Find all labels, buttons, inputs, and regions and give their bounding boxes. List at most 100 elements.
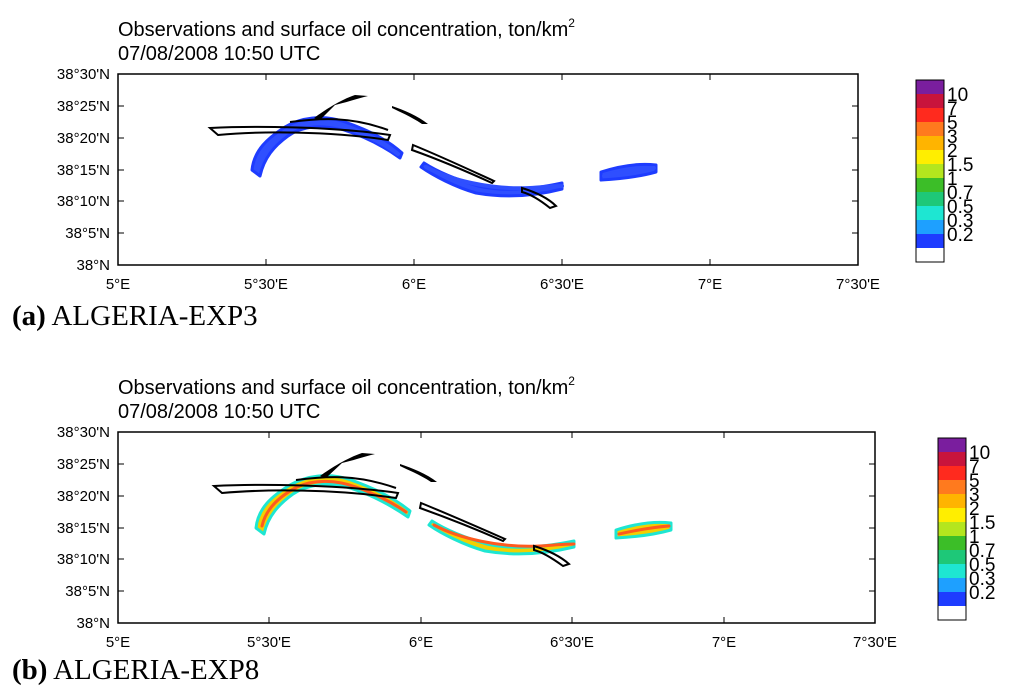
legend-swatch bbox=[938, 438, 966, 452]
legend-label: 1 bbox=[947, 169, 958, 190]
legend-label: 7 bbox=[969, 457, 980, 478]
x-tick-label: 7°30'E bbox=[836, 276, 880, 293]
oil-map-b: Observations and surface oil concentrati… bbox=[57, 374, 996, 651]
y-tick-label: 38°25'N bbox=[57, 456, 110, 473]
legend-swatch bbox=[916, 178, 944, 192]
y-tick-label: 38°20'N bbox=[57, 130, 110, 147]
map-frame-b bbox=[117, 431, 876, 624]
observation-ridge bbox=[320, 453, 375, 478]
legend-label: 0.2 bbox=[969, 583, 995, 604]
observation-contour bbox=[207, 125, 392, 142]
legend-swatch bbox=[916, 136, 944, 150]
observation-ridge bbox=[392, 106, 428, 124]
legend-label: 5 bbox=[969, 471, 980, 492]
legend-label: 7 bbox=[947, 99, 958, 120]
y-tick-label: 38°N bbox=[76, 257, 110, 274]
legend-swatch bbox=[938, 452, 966, 466]
map-frame-a bbox=[117, 73, 859, 266]
color-legend-a: 10 7 5 3 2 1.5 1 0.7 0.5 0.3 0.2 bbox=[915, 79, 973, 263]
legend-label: 10 bbox=[947, 85, 968, 106]
x-tick-label: 7°30'E bbox=[853, 634, 897, 651]
x-tick-label: 5°E bbox=[106, 276, 130, 293]
oil-slick-simulated-b bbox=[254, 474, 673, 556]
observation-ridge bbox=[400, 464, 437, 482]
legend-swatch bbox=[938, 508, 966, 522]
observation-ridge bbox=[314, 95, 368, 120]
observation-contour bbox=[533, 544, 571, 568]
map-panel-a: Observations and surface oil concentrati… bbox=[12, 16, 974, 332]
legend-label: 2 bbox=[947, 141, 958, 162]
y-tick-label: 38°15'N bbox=[57, 162, 110, 179]
map-timestamp-b: 07/08/2008 10:50 UTC bbox=[118, 401, 320, 423]
legend-label: 1 bbox=[969, 527, 980, 548]
slick-core-central bbox=[432, 523, 576, 548]
x-tick-label: 6°E bbox=[402, 276, 426, 293]
legend-swatch bbox=[938, 494, 966, 508]
legend-swatch bbox=[916, 192, 944, 206]
legend-label: 0.2 bbox=[947, 225, 973, 246]
legend-swatch bbox=[938, 536, 966, 550]
x-tick-label: 5°E bbox=[106, 634, 130, 651]
legend-swatch bbox=[916, 122, 944, 136]
legend-swatch bbox=[916, 150, 944, 164]
caption-a: (a) ALGERIA-EXP3 bbox=[12, 300, 258, 332]
y-tick-label: 38°10'N bbox=[57, 551, 110, 568]
y-tick-label: 38°10'N bbox=[57, 193, 110, 210]
legend-label: 0.3 bbox=[969, 569, 995, 590]
y-ticks-a bbox=[118, 73, 858, 266]
legend-label: 5 bbox=[947, 113, 958, 134]
satellite-observations-b bbox=[211, 453, 571, 568]
map-panel-b: Observations and surface oil concentrati… bbox=[0, 358, 1029, 700]
observation-contour bbox=[418, 501, 507, 543]
x-ticks-b bbox=[117, 432, 876, 623]
legend-swatch bbox=[938, 522, 966, 536]
legend-swatch bbox=[916, 234, 944, 248]
legend-swatch bbox=[916, 164, 944, 178]
legend-swatch bbox=[916, 206, 944, 220]
legend-frame bbox=[915, 79, 945, 263]
slick-core-east bbox=[602, 166, 656, 178]
y-ticks-b bbox=[118, 431, 875, 624]
legend-swatch bbox=[916, 108, 944, 122]
x-tick-label: 5°30'E bbox=[247, 634, 291, 651]
legend-label: 1.5 bbox=[969, 513, 995, 534]
legend-label: 10 bbox=[969, 443, 990, 464]
color-legend-b: 10 7 5 3 2 1.5 1 0.7 0.5 0.3 0.2 bbox=[937, 437, 995, 621]
legend-swatch bbox=[938, 592, 966, 606]
legend-label: 0.7 bbox=[947, 183, 973, 204]
x-tick-label: 7°E bbox=[712, 634, 736, 651]
satellite-observations-a bbox=[207, 95, 558, 210]
y-tick-label: 38°5'N bbox=[65, 583, 110, 600]
caption-b: (b) ALGERIA-EXP8 bbox=[12, 654, 260, 686]
slick-core-east bbox=[617, 524, 671, 536]
y-tick-label: 38°15'N bbox=[57, 520, 110, 537]
y-tick-label: 38°N bbox=[76, 615, 110, 632]
slick-core-central bbox=[424, 165, 564, 191]
y-tick-label: 38°25'N bbox=[57, 98, 110, 115]
legend-label: 1.5 bbox=[947, 155, 973, 176]
observation-contour bbox=[295, 476, 397, 489]
y-tick-label: 38°5'N bbox=[65, 225, 110, 242]
oil-map-a: Observations and surface oil concentrati… bbox=[57, 16, 974, 293]
legend-label: 3 bbox=[969, 485, 980, 506]
legend-label: 2 bbox=[969, 499, 980, 520]
legend-label: 3 bbox=[947, 127, 958, 148]
observation-contour bbox=[521, 186, 558, 210]
oil-slick-simulated-a bbox=[250, 116, 658, 198]
legend-frame bbox=[937, 437, 967, 621]
slick-core-west bbox=[260, 479, 408, 528]
y-tick-label: 38°30'N bbox=[57, 424, 110, 441]
map-title-a: Observations and surface oil concentrati… bbox=[118, 16, 575, 41]
legend-label: 0.5 bbox=[969, 555, 995, 576]
legend-label: 0.7 bbox=[969, 541, 995, 562]
legend-swatch bbox=[938, 466, 966, 480]
legend-swatch bbox=[916, 80, 944, 94]
observation-contour bbox=[410, 143, 496, 185]
map-timestamp-a: 07/08/2008 10:50 UTC bbox=[118, 43, 320, 65]
x-tick-label: 6°E bbox=[409, 634, 433, 651]
observation-contour bbox=[211, 483, 400, 500]
slick-core-west bbox=[256, 121, 400, 170]
legend-swatch bbox=[938, 578, 966, 592]
y-tick-label: 38°30'N bbox=[57, 66, 110, 83]
legend-swatch bbox=[916, 220, 944, 234]
